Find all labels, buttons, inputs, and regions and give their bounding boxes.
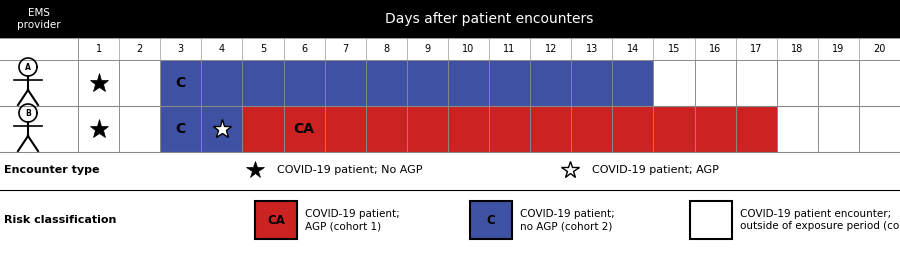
- Text: Risk classification: Risk classification: [4, 215, 116, 225]
- Text: Encounter type: Encounter type: [4, 165, 100, 175]
- Text: 1: 1: [95, 44, 102, 54]
- Text: 13: 13: [586, 44, 598, 54]
- Bar: [325, 60, 365, 106]
- Text: 2: 2: [137, 44, 143, 54]
- Text: 16: 16: [709, 44, 721, 54]
- Text: 14: 14: [626, 44, 639, 54]
- Text: CA: CA: [267, 213, 285, 227]
- Bar: [407, 60, 448, 106]
- Text: 17: 17: [750, 44, 762, 54]
- Text: B: B: [25, 108, 31, 117]
- Bar: [325, 106, 365, 152]
- Bar: [489, 60, 530, 106]
- Bar: [202, 60, 242, 106]
- Bar: [777, 106, 818, 152]
- Bar: [78, 106, 119, 152]
- Bar: [777, 60, 818, 106]
- Text: COVID-19 patient encounter;
outside of exposure period (cohort 3): COVID-19 patient encounter; outside of e…: [740, 209, 900, 231]
- Bar: [119, 106, 160, 152]
- Text: 12: 12: [544, 44, 557, 54]
- Text: COVID-19 patient; No AGP: COVID-19 patient; No AGP: [277, 165, 422, 175]
- Bar: [695, 60, 735, 106]
- Bar: [119, 60, 160, 106]
- Text: COVID-19 patient;
no AGP (cohort 2): COVID-19 patient; no AGP (cohort 2): [520, 209, 615, 231]
- Text: 9: 9: [424, 44, 430, 54]
- Text: Days after patient encounters: Days after patient encounters: [385, 12, 593, 26]
- Bar: [653, 60, 695, 106]
- Text: 4: 4: [219, 44, 225, 54]
- Text: 6: 6: [301, 44, 307, 54]
- Bar: [242, 106, 284, 152]
- Bar: [530, 106, 572, 152]
- Bar: [690, 201, 732, 239]
- Bar: [242, 60, 284, 106]
- Bar: [284, 60, 325, 106]
- Text: 15: 15: [668, 44, 680, 54]
- Bar: [407, 106, 448, 152]
- Text: 18: 18: [791, 44, 804, 54]
- Bar: [255, 201, 297, 239]
- Bar: [284, 106, 325, 152]
- Bar: [859, 60, 900, 106]
- Bar: [160, 106, 202, 152]
- Bar: [160, 60, 202, 106]
- Bar: [489, 106, 530, 152]
- Text: 11: 11: [503, 44, 516, 54]
- Bar: [612, 106, 653, 152]
- Text: 19: 19: [832, 44, 844, 54]
- Text: EMS
provider: EMS provider: [17, 8, 61, 30]
- Text: CA: CA: [293, 122, 315, 136]
- Bar: [859, 106, 900, 152]
- Bar: [735, 60, 777, 106]
- Bar: [448, 60, 489, 106]
- Bar: [470, 201, 512, 239]
- Text: COVID-19 patient;
AGP (cohort 1): COVID-19 patient; AGP (cohort 1): [305, 209, 400, 231]
- Text: 7: 7: [342, 44, 348, 54]
- Text: COVID-19 patient; AGP: COVID-19 patient; AGP: [592, 165, 719, 175]
- Text: 3: 3: [177, 44, 184, 54]
- Bar: [572, 60, 612, 106]
- Text: C: C: [176, 122, 186, 136]
- Bar: [735, 106, 777, 152]
- Text: C: C: [176, 76, 186, 90]
- Bar: [202, 106, 242, 152]
- Bar: [653, 106, 695, 152]
- Bar: [530, 60, 572, 106]
- Text: 10: 10: [463, 44, 474, 54]
- Bar: [818, 106, 859, 152]
- Bar: [612, 60, 653, 106]
- Bar: [818, 60, 859, 106]
- Bar: [448, 106, 489, 152]
- Bar: [695, 106, 735, 152]
- Text: 20: 20: [873, 44, 886, 54]
- Text: A: A: [25, 63, 31, 72]
- Bar: [365, 106, 407, 152]
- Bar: [78, 60, 119, 106]
- Bar: [572, 106, 612, 152]
- Bar: [0, 0, 900, 38]
- Bar: [365, 60, 407, 106]
- Text: 8: 8: [383, 44, 390, 54]
- Text: C: C: [487, 213, 495, 227]
- Text: 5: 5: [260, 44, 266, 54]
